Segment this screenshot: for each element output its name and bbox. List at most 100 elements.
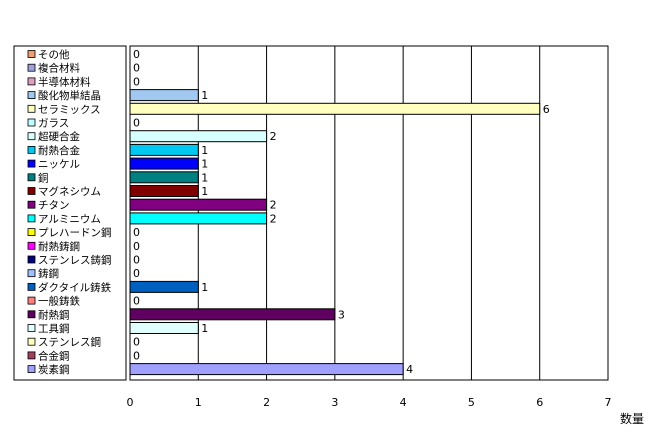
bar — [129, 157, 199, 170]
bar — [129, 130, 268, 143]
legend-label: 工具鋼 — [38, 322, 70, 335]
bar — [129, 363, 404, 376]
legend-swatch — [27, 118, 36, 127]
legend-label: ダクタイル鋳鉄 — [38, 281, 112, 294]
legend-swatch — [27, 351, 36, 360]
legend-label: チタン — [38, 200, 70, 212]
x-axis-label: 数量 — [620, 411, 644, 426]
legend-label: ステンレス鋼 — [38, 336, 101, 349]
legend-swatch — [27, 228, 36, 237]
x-tick-label: 2 — [263, 396, 270, 409]
legend-swatch — [27, 104, 36, 113]
legend-swatch — [27, 187, 36, 195]
value-label: 2 — [270, 212, 277, 225]
legend-label: 酸化物単結晶 — [38, 89, 101, 102]
legend-swatch — [27, 282, 36, 291]
value-label: 0 — [133, 62, 140, 75]
legend-swatch — [27, 310, 36, 319]
x-tick-label: 5 — [468, 396, 475, 409]
bars — [129, 89, 541, 376]
legend-label: 超硬合金 — [38, 130, 80, 143]
legend-label: 複合材料 — [38, 62, 80, 75]
legend-label: ガラス — [38, 118, 69, 130]
value-label: 1 — [201, 89, 208, 102]
value-label: 0 — [133, 349, 140, 362]
value-label: 0 — [133, 48, 140, 61]
value-label: 1 — [201, 185, 208, 198]
x-tick-label: 4 — [400, 396, 407, 409]
value-label: 0 — [133, 117, 140, 130]
legend-label: ステンレス鋳鋼 — [38, 254, 112, 267]
x-tick-labels: 0 1 2 3 4 5 6 7 — [127, 396, 612, 409]
legend-label: 耐熱鋼 — [38, 308, 70, 321]
legend-label: プレハードン鋼 — [38, 226, 112, 239]
value-label: 0 — [133, 75, 140, 88]
value-label: 1 — [201, 158, 208, 171]
value-label: 6 — [543, 103, 550, 116]
legend-label: 合金鋼 — [38, 349, 70, 362]
legend-label: 炭素鋼 — [38, 363, 70, 376]
legend-swatch — [27, 159, 36, 168]
legend-label: セラミックス — [38, 104, 101, 116]
legend-swatch — [27, 255, 36, 264]
bar — [129, 212, 268, 225]
value-label: 1 — [201, 322, 208, 335]
legend: その他複合材料半導体材料酸化物単結晶セラミックスガラス超硬合金耐熱合金ニッケル銅… — [27, 48, 112, 376]
value-label: 0 — [133, 254, 140, 267]
bar — [129, 322, 199, 334]
value-label: 1 — [201, 171, 208, 184]
legend-label: 鋳鋼 — [38, 267, 59, 280]
x-tick-label: 3 — [331, 396, 338, 409]
x-tick-label: 7 — [605, 396, 612, 409]
value-label: 4 — [406, 363, 413, 376]
value-label: 3 — [338, 308, 345, 321]
value-label: 1 — [201, 281, 208, 294]
legend-swatch — [27, 63, 36, 72]
legend-swatch — [27, 337, 36, 346]
legend-swatch — [27, 132, 36, 141]
legend-swatch — [27, 50, 36, 58]
legend-swatch — [27, 214, 36, 223]
legend-swatch — [27, 200, 36, 209]
legend-label: アルミニウム — [38, 213, 101, 225]
legend-swatch — [27, 173, 36, 182]
bar — [129, 171, 199, 184]
legend-swatch — [27, 241, 36, 250]
legend-swatch — [27, 365, 36, 374]
value-label: 0 — [133, 295, 140, 308]
legend-swatch — [27, 77, 36, 86]
value-label: 0 — [133, 336, 140, 349]
bar — [129, 89, 199, 102]
value-label: 0 — [133, 267, 140, 280]
bar — [129, 280, 199, 293]
bar — [129, 185, 199, 197]
value-label: 0 — [133, 240, 140, 253]
value-label: 1 — [201, 144, 208, 157]
legend-label: 耐熱合金 — [38, 144, 80, 157]
x-tick-label: 1 — [195, 396, 202, 409]
legend-label: 半導体材料 — [38, 75, 91, 88]
legend-swatch — [27, 145, 36, 154]
legend-swatch — [27, 324, 36, 332]
legend-label: 耐熱鋳鋼 — [38, 240, 80, 253]
legend-label: マグネシウム — [38, 185, 101, 198]
legend-swatch — [27, 296, 36, 305]
value-label: 2 — [270, 199, 277, 212]
legend-label: 一般鋳鉄 — [38, 295, 80, 308]
bar — [129, 102, 541, 115]
legend-label: ニッケル — [38, 159, 80, 171]
bar — [129, 308, 336, 321]
x-tick-label: 6 — [536, 396, 543, 409]
legend-swatch — [27, 91, 36, 99]
legend-swatch — [27, 269, 36, 278]
bar — [129, 198, 268, 211]
x-tick-label: 0 — [127, 396, 134, 409]
legend-label: その他 — [38, 48, 70, 61]
value-label: 0 — [133, 226, 140, 239]
bar — [129, 143, 199, 156]
legend-label: 銅 — [38, 171, 49, 184]
value-label: 2 — [270, 130, 277, 143]
